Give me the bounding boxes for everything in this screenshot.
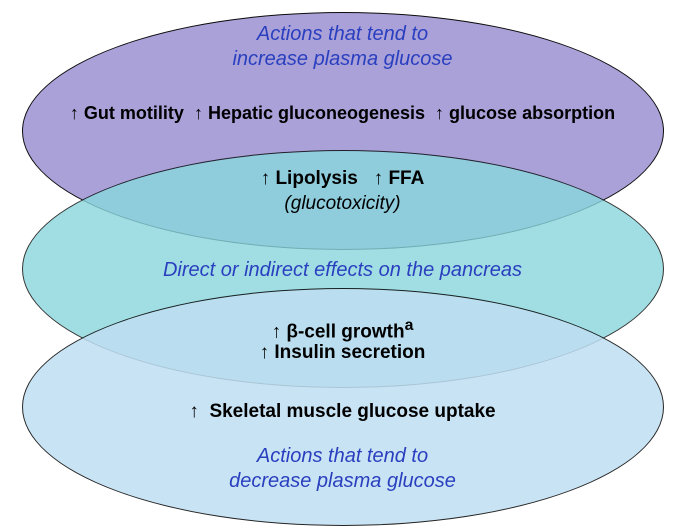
label-lipolysis: Lipolysis (275, 168, 357, 189)
venn-diagram: Actions that tend to increase plasma glu… (0, 0, 685, 509)
overlap-insulin: ↑ Insulin secretion (0, 341, 685, 366)
up-arrow-icon: ↑ (189, 401, 199, 422)
label-hepatic-gluconeogenesis: Hepatic gluconeogenesis (208, 103, 425, 123)
up-arrow-icon: ↑ (260, 342, 270, 363)
title-increase-plasma-glucose: Actions that tend to increase plasma glu… (0, 22, 685, 72)
up-arrow-icon: ↑ (261, 168, 271, 189)
overlap-lipolysis-ffa: ↑ Lipolysis ↑ FFA (0, 167, 685, 192)
label-beta-cell-growth: β-cell growth (286, 321, 404, 342)
superscript-a: a (405, 317, 414, 334)
title-bottom-line2: decrease plasma glucose (229, 470, 456, 492)
label-ffa: FFA (388, 168, 424, 189)
up-arrow-icon: ↑ (435, 103, 444, 123)
title-top-line2: increase plasma glucose (232, 48, 452, 70)
up-arrow-icon: ↑ (272, 321, 282, 342)
label-glucose-absorption: glucose absorption (449, 103, 615, 123)
title-pancreas-effects: Direct or indirect effects on the pancre… (0, 258, 685, 283)
title-top-line1: Actions that tend to (257, 23, 428, 45)
label-gut-motility: Gut motility (84, 103, 184, 123)
label-glucotoxicity: (glucotoxicity) (0, 193, 685, 215)
title-middle-line1: Direct or indirect effects on the pancre… (163, 259, 522, 281)
row-bottom-label: ↑ Skeletal muscle glucose uptake (0, 400, 685, 425)
title-decrease-plasma-glucose: Actions that tend to decrease plasma glu… (0, 444, 685, 494)
up-arrow-icon: ↑ (374, 168, 384, 189)
label-skeletal-muscle: Skeletal muscle glucose uptake (209, 401, 495, 422)
row-top-labels: ↑ Gut motility ↑ Hepatic gluconeogenesis… (0, 102, 685, 125)
label-insulin-secretion: Insulin secretion (274, 342, 425, 363)
up-arrow-icon: ↑ (194, 103, 203, 123)
title-bottom-line1: Actions that tend to (257, 445, 428, 467)
up-arrow-icon: ↑ (70, 103, 79, 123)
